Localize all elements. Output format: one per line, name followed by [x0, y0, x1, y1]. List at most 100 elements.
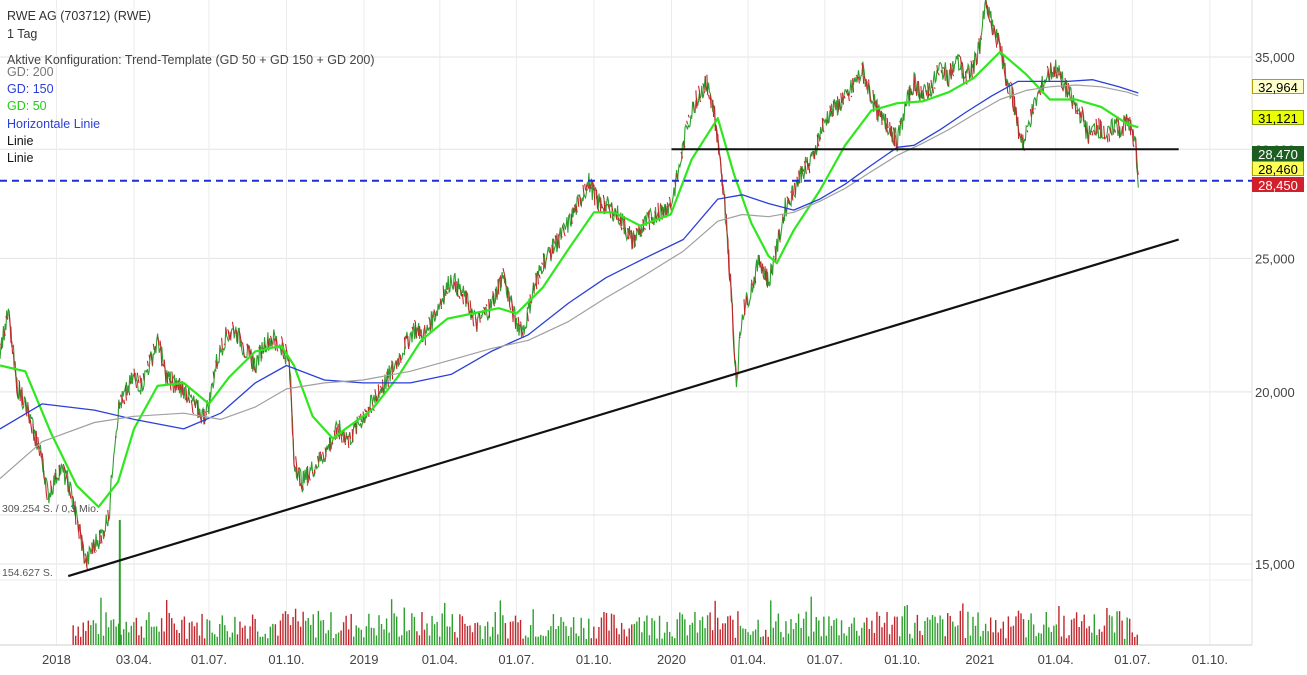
volume-bar: [747, 632, 749, 645]
volume-bar: [666, 621, 668, 645]
chart-lines: [0, 0, 1252, 578]
volume-bar: [964, 638, 967, 645]
price-line: [0, 0, 1139, 567]
volume-bar: [825, 635, 828, 645]
volume-bar: [952, 621, 954, 645]
volume-bar: [92, 620, 95, 645]
y-tick-label: 25,000: [1255, 251, 1295, 266]
volume-bar: [623, 629, 625, 645]
volume-bar: [790, 619, 792, 645]
volume-bar: [979, 636, 982, 645]
volume-bar: [388, 632, 390, 645]
volume-bar: [858, 635, 860, 645]
legend-gd200[interactable]: GD: 200: [7, 65, 54, 79]
volume-bar: [845, 635, 848, 645]
volume-bar: [772, 627, 775, 645]
volume-bar: [517, 622, 519, 645]
volume-bar: [545, 636, 547, 645]
volume-bar: [1131, 632, 1133, 645]
volume-bar: [878, 615, 881, 645]
volume-bar: [810, 596, 812, 645]
volume-bar: [123, 629, 125, 645]
volume-bar: [863, 622, 865, 645]
volume-bar: [507, 638, 509, 645]
x-tick-label: 01.04.: [730, 652, 766, 667]
volume-bar: [926, 617, 929, 645]
x-tick-label: 03.04.: [116, 652, 152, 667]
volume-bar: [524, 635, 527, 645]
volume-bar: [911, 638, 914, 645]
volume-bar: [1075, 612, 1078, 645]
volume-bar: [378, 615, 380, 645]
volume-bar: [229, 637, 231, 645]
volume-bar: [150, 626, 153, 645]
volume-bar: [413, 616, 416, 645]
volume-bar: [807, 636, 810, 645]
volume-bar: [1010, 626, 1012, 645]
legend-horizontal-line[interactable]: Horizontale Linie: [7, 117, 101, 131]
volume-bar: [866, 617, 868, 645]
volume-bar: [997, 632, 999, 645]
volume-bar: [514, 615, 517, 645]
volume-bar: [277, 635, 279, 645]
volume-bar: [335, 633, 337, 645]
volume-bar: [509, 621, 512, 645]
volume-bar: [363, 637, 365, 645]
volume-bar: [722, 623, 724, 645]
volume-bar: [939, 615, 941, 645]
volume-bar: [395, 616, 398, 645]
volume-bar: [428, 635, 431, 645]
volume-bar: [542, 635, 544, 645]
volume-bar: [327, 630, 330, 645]
volume-bar: [216, 636, 218, 645]
volume-bar: [618, 634, 620, 645]
volume-bar: [133, 622, 135, 645]
volume-bar: [438, 636, 441, 645]
volume-bar: [603, 611, 605, 645]
volume-bar: [535, 636, 537, 645]
volume-bar: [823, 616, 825, 645]
legend-gd150[interactable]: GD: 150: [7, 82, 54, 96]
volume-bar: [497, 634, 499, 645]
config-label: Aktive Konfiguration: Trend-Template (GD…: [7, 53, 375, 67]
volume-bar: [302, 611, 304, 645]
volume-bar: [608, 630, 610, 645]
volume-bar: [128, 632, 130, 645]
volume-bar: [1007, 616, 1010, 645]
y-tick-label: 35,000: [1255, 50, 1295, 65]
volume-bar: [246, 638, 249, 645]
legend-line-1[interactable]: Linie: [7, 134, 34, 148]
volume-bar: [909, 633, 911, 645]
volume-bar: [143, 637, 145, 645]
volume-bar: [421, 612, 423, 645]
volume-bar: [580, 617, 582, 645]
chart-title: RWE AG (703712) (RWE): [7, 9, 152, 23]
volume-bar: [775, 621, 777, 645]
badge-horizontal-line: 28,460: [1252, 161, 1304, 177]
volume-bar: [843, 633, 845, 645]
chart-interval: 1 Tag: [7, 27, 38, 41]
volume-bar: [557, 625, 560, 645]
volume-bar: [214, 634, 216, 645]
volume-bar: [853, 617, 855, 645]
volume-bar: [469, 625, 471, 645]
volume-bar: [145, 619, 148, 645]
volume-bar: [244, 625, 246, 645]
legend-gd50[interactable]: GD: 50: [7, 99, 47, 113]
volume-bar: [658, 615, 661, 645]
volume-bar: [883, 622, 886, 645]
volume-bar: [342, 622, 345, 645]
volume-bar: [633, 623, 635, 645]
legend-line-2[interactable]: Linie: [7, 151, 34, 165]
volume-bar: [742, 628, 744, 645]
volume-bar: [770, 600, 772, 645]
gd150-line: [0, 79, 1139, 430]
volume-bar: [272, 623, 274, 645]
volume-bar: [1134, 637, 1136, 645]
volume-bar: [605, 612, 608, 645]
volume-bar: [284, 611, 287, 645]
volume-bar: [279, 620, 282, 645]
x-tick-label: 01.10.: [884, 652, 920, 667]
volume-bar: [800, 627, 802, 645]
